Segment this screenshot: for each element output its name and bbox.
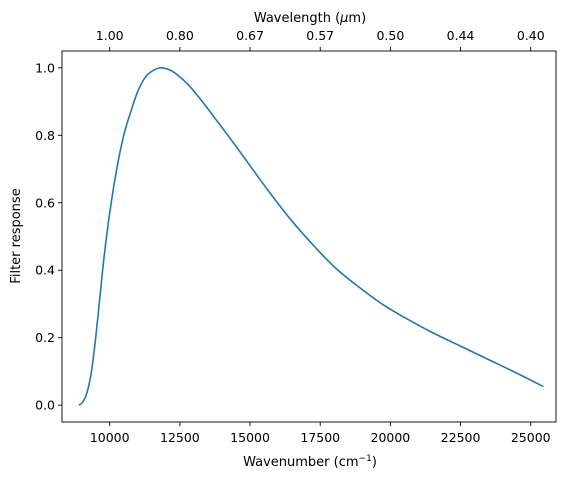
y-tick-label: 0.8 <box>35 128 55 143</box>
x-tick-label: 25000 <box>511 430 551 445</box>
x-axis-label: Wavenumber (cm−1) <box>243 454 377 470</box>
top-axis-label: Wavelength (μm) <box>254 11 366 26</box>
x-axis-ticks: 10000 12500 15000 17500 20000 22500 25000 <box>90 422 551 445</box>
top-tick-label: 0.67 <box>236 28 264 43</box>
y-tick-label: 0.6 <box>35 195 55 210</box>
series-line <box>78 67 544 406</box>
top-tick-label: 0.44 <box>447 28 475 43</box>
x-tick-label: 12500 <box>160 430 200 445</box>
y-axis-label: Filter response <box>9 188 24 283</box>
x-tick-label: 20000 <box>371 430 411 445</box>
top-tick-label: 1.00 <box>96 28 124 43</box>
top-axis-ticks: 1.00 0.80 0.67 0.57 0.50 0.44 0.40 <box>96 28 545 51</box>
axes-frame <box>61 50 557 423</box>
top-tick-label: 0.57 <box>306 28 334 43</box>
y-tick-label: 1.0 <box>35 60 55 75</box>
y-axis-ticks: 0.0 0.2 0.4 0.6 0.8 1.0 <box>35 60 62 413</box>
y-tick-label: 0.2 <box>35 330 55 345</box>
top-tick-label: 0.80 <box>166 28 194 43</box>
y-tick-label: 0.4 <box>35 263 55 278</box>
x-tick-label: 17500 <box>300 430 340 445</box>
x-tick-label: 22500 <box>441 430 481 445</box>
y-tick-label: 0.0 <box>35 398 55 413</box>
top-tick-label: 0.50 <box>376 28 404 43</box>
top-tick-label: 0.40 <box>517 28 545 43</box>
x-tick-label: 15000 <box>230 430 270 445</box>
x-tick-label: 10000 <box>90 430 130 445</box>
